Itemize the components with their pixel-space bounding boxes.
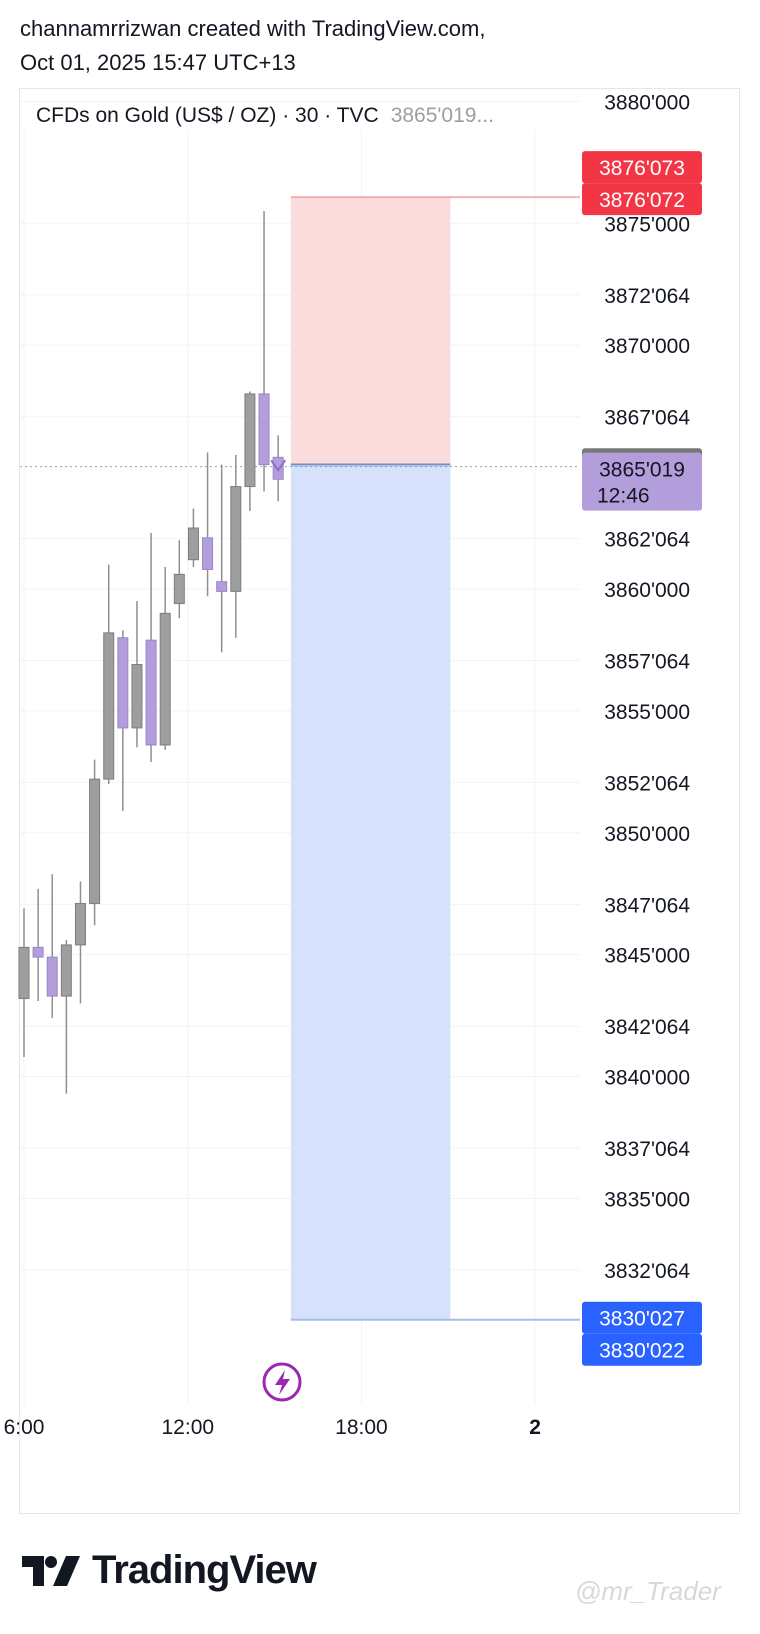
legend-value: 3865'019... — [390, 104, 494, 127]
candle-body — [187, 527, 199, 561]
y-tick-label: 3845'000 — [604, 945, 690, 968]
y-tick-label: 3875'000 — [604, 213, 690, 236]
x-tick-label: 12:00 — [162, 1416, 215, 1439]
y-tick-label: 3842'064 — [604, 1016, 690, 1039]
target-price-label: 3876'072 — [599, 189, 685, 212]
y-tick-label: 3850'000 — [604, 823, 690, 846]
candle-body — [131, 664, 143, 729]
y-tick-label: 3852'064 — [604, 772, 690, 795]
chart-frame — [19, 88, 740, 1514]
candle-body — [89, 778, 101, 904]
candle-body — [216, 581, 228, 592]
y-tick-label: 3880'000 — [604, 91, 690, 114]
stop-zone — [290, 464, 451, 1320]
y-tick-label: 3837'064 — [604, 1138, 690, 1161]
x-tick-label: 2 — [529, 1416, 541, 1439]
candle-body — [173, 573, 185, 605]
y-tick-label: 3840'000 — [604, 1067, 690, 1090]
stop-price-label-box — [582, 1333, 702, 1366]
candle-body — [202, 537, 214, 570]
watermark: @mr_Trader — [575, 1576, 721, 1606]
entry-fill-band — [290, 464, 451, 467]
candle-body — [18, 946, 30, 1000]
target-price-label-box — [582, 183, 702, 216]
candle-body — [74, 902, 86, 946]
candle-countdown: 12:46 — [597, 485, 650, 508]
chart-legend[interactable]: CFDs on Gold (US$ / OZ) · 30 · TVC 3865'0… — [36, 104, 494, 128]
candle-body — [60, 944, 72, 997]
candle-body — [272, 456, 284, 480]
y-tick-label: 3867'064 — [604, 407, 690, 430]
y-tick-label: 3847'064 — [604, 894, 690, 917]
y-tick-label: 3872'064 — [604, 285, 690, 308]
y-tick-label: 3855'000 — [604, 701, 690, 724]
y-tick-label: 3857'064 — [604, 651, 690, 674]
y-tick-label: 3870'000 — [604, 335, 690, 358]
candle-body — [103, 632, 115, 780]
tradingview-brand: TradingView — [92, 1548, 317, 1592]
candle-body — [159, 612, 171, 746]
x-tick-label: 6:00 — [4, 1416, 45, 1439]
y-tick-label: 3862'064 — [604, 529, 690, 552]
tradingview-logo[interactable]: TradingView — [22, 1548, 317, 1593]
candle-body — [145, 639, 157, 746]
target-price-label-box — [582, 151, 702, 184]
stop-price-label: 3830'022 — [599, 1340, 685, 1363]
current-price-label: 3865'019 — [599, 459, 685, 482]
target-zone — [290, 197, 451, 465]
x-tick-label: 18:00 — [335, 1416, 388, 1439]
y-tick-label: 3835'000 — [604, 1188, 690, 1211]
candle-body — [117, 637, 129, 729]
target-price-label: 3876'073 — [599, 157, 685, 180]
candle-body — [258, 393, 270, 466]
current-price-label-box — [582, 452, 702, 511]
header-date-line: Oct 01, 2025 15:47 UTC+13 — [20, 50, 296, 75]
candle-body — [32, 946, 44, 958]
y-tick-label: 3860'000 — [604, 579, 690, 602]
stop-price-label: 3830'027 — [599, 1308, 685, 1331]
lightning-icon[interactable] — [262, 1362, 302, 1402]
candle-body — [244, 393, 256, 488]
legend-symbol: CFDs on Gold (US$ / OZ) · 30 · TVC — [36, 104, 379, 127]
candle-body — [46, 956, 58, 997]
header-author-line: channamrrizwan created with TradingView.… — [20, 16, 486, 41]
entry-arrow-marker — [270, 459, 286, 472]
tradingview-logo-icon — [22, 1555, 80, 1586]
y-tick-label: 3832'064 — [604, 1260, 690, 1283]
candle-body — [230, 486, 242, 592]
stop-price-label-box — [582, 1301, 702, 1334]
